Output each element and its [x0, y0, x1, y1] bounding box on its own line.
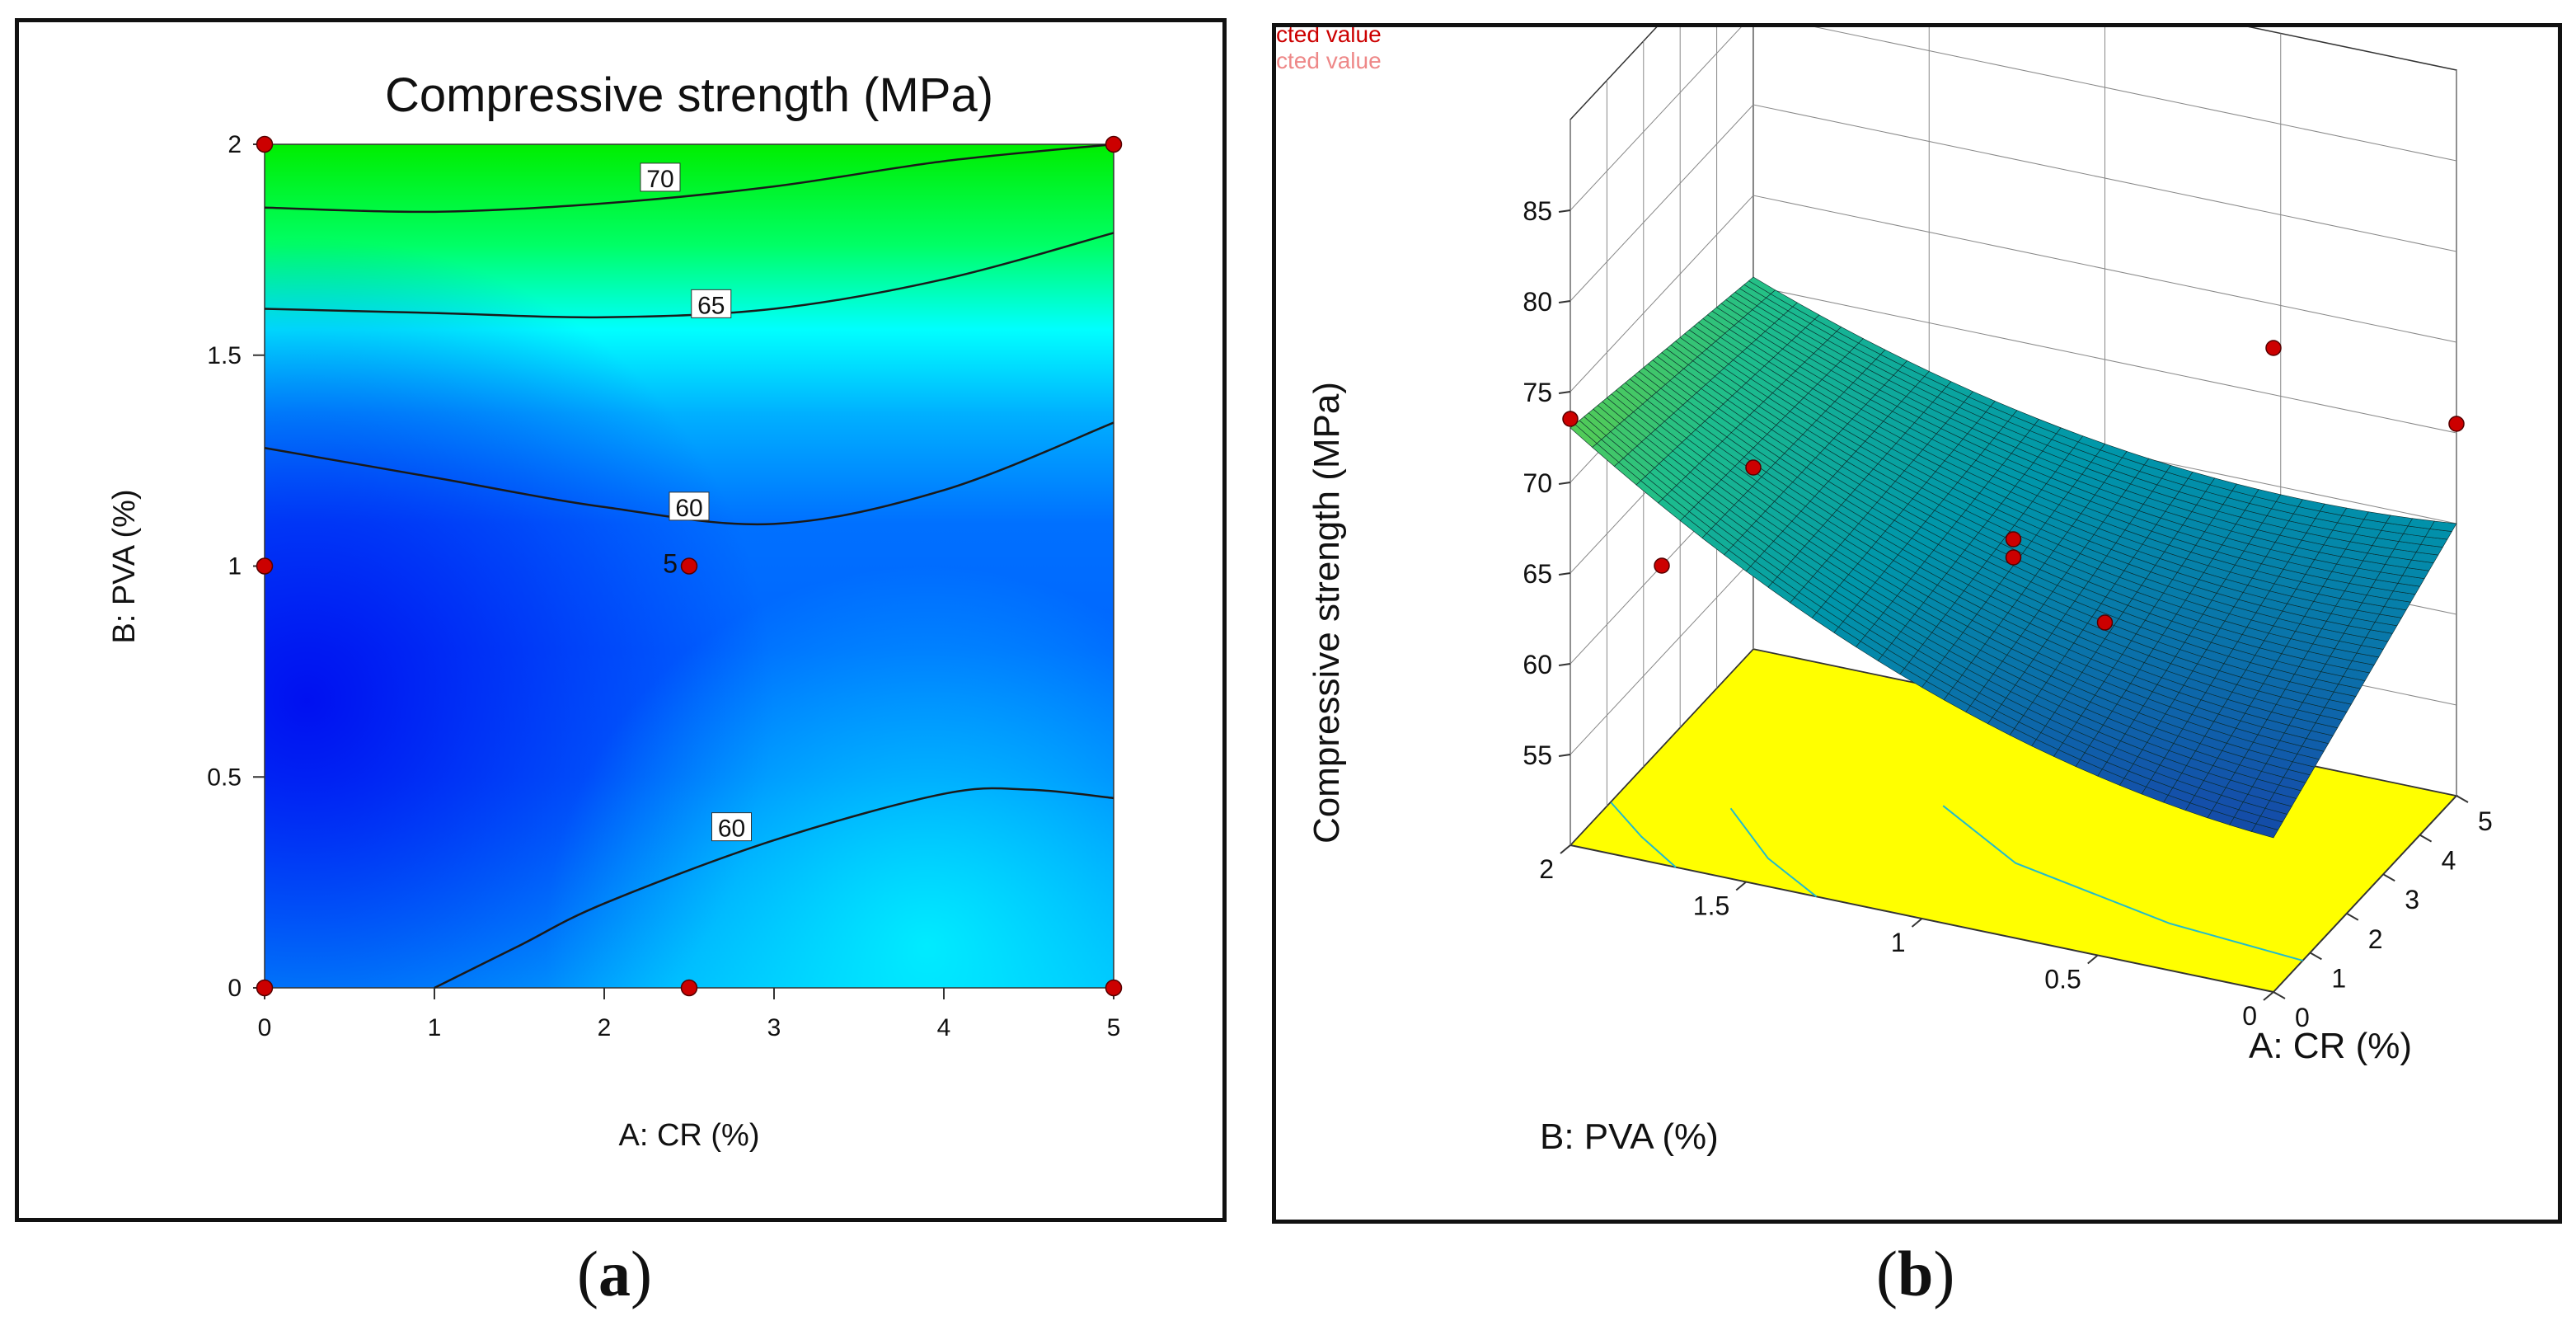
design-point [2265, 340, 2282, 356]
design-point [1745, 459, 1762, 476]
grid-line [1570, 195, 2457, 393]
x-tick-label: 3 [767, 1014, 781, 1041]
y-axis-label: B: PVA (%) [107, 489, 142, 643]
design-point [256, 979, 274, 997]
y-tick [2087, 954, 2099, 965]
x-tick-label: 5 [1107, 1014, 1121, 1041]
x-tick-label: 0 [258, 1014, 272, 1041]
contour-plot-panel: 70 65 60 60 0 1 2 3 4 5 0 0.5 1 1.5 2 5 Compressive … [15, 18, 1227, 1222]
contour-label-box [711, 812, 752, 842]
grid-line [1570, 27, 2457, 211]
y-tick-label: 0.5 [207, 764, 242, 791]
design-point-label: 5 [663, 549, 678, 579]
x-tick-label: 4 [937, 1014, 951, 1041]
z-tick-label: 55 [1523, 740, 1552, 770]
design-point [2096, 614, 2114, 631]
x-tick [2309, 952, 2322, 961]
y-tick-label: 0 [228, 975, 242, 1002]
z-tick-label: 65 [1523, 559, 1552, 589]
contour-line [264, 232, 1114, 319]
y-tick [1911, 918, 1923, 928]
y-tick [1560, 844, 1571, 854]
design-point [1562, 411, 1579, 427]
x-tick [2456, 795, 2469, 803]
legend-entry: cted value [1276, 27, 1382, 47]
z-tick [1558, 663, 1571, 666]
design-point [1654, 557, 1670, 574]
floor-contour [1610, 801, 1677, 868]
design-point [2005, 549, 2022, 566]
x-tick [2346, 912, 2359, 921]
y-tick [1735, 881, 1747, 891]
caption-letter: a [598, 1238, 631, 1309]
chart-title: Compressive strength (MPa) [385, 68, 993, 122]
design-point [2005, 531, 2022, 548]
z-tick [1558, 209, 1571, 213]
y-tick-label: 2 [228, 131, 242, 158]
contour-label: 60 [718, 816, 745, 843]
design-point [680, 979, 698, 997]
y-tick-label: 1 [1891, 928, 1906, 957]
z-tick-label: 70 [1523, 468, 1552, 498]
x-tick-label: 2 [2368, 924, 2383, 954]
surface-plot-panel: 0 1 2 3 4 5 0 0.5 1 1.5 2 55 60 65 70 75 80 85 cted value… [1272, 23, 2562, 1224]
x-tick [2382, 873, 2395, 882]
z-tick-label: 85 [1523, 196, 1552, 226]
design-point [256, 135, 274, 153]
legend-entry: cted value [1276, 48, 1382, 73]
grid-line [1570, 104, 2457, 302]
caption-letter: b [1897, 1238, 1934, 1309]
z-tick-label: 60 [1523, 650, 1552, 679]
contour-line [264, 143, 1114, 214]
contour-plot: 70 65 60 60 0 1 2 3 4 5 0 0.5 1 1.5 2 5 Compressive … [107, 68, 1123, 1153]
x-tick-label: 1 [2331, 963, 2346, 993]
contour-label: 60 [675, 495, 702, 522]
y-tick-label: 1 [228, 553, 242, 581]
z-tick-label: 75 [1523, 378, 1552, 407]
z-tick [1558, 754, 1571, 757]
x-tick-label: 4 [2442, 846, 2456, 876]
x-axis-label: A: CR (%) [619, 1118, 760, 1153]
caption-b: (b) [1876, 1238, 1955, 1309]
y-tick-label: 1.5 [1693, 891, 1729, 921]
design-point [2448, 416, 2465, 432]
z-tick [1558, 572, 1571, 576]
contour-label: 70 [646, 166, 673, 193]
design-point [680, 557, 698, 575]
design-point [1105, 135, 1123, 153]
z-tick-label: 80 [1523, 287, 1552, 317]
floor-contour [1729, 807, 1818, 898]
y-tick [2263, 991, 2274, 1001]
x-tick-label: 0 [2295, 1003, 2310, 1032]
design-point [1105, 979, 1123, 997]
x-tick-label: 3 [2405, 885, 2419, 914]
caption-a: (a) [577, 1238, 652, 1309]
y-tick-label: 1.5 [207, 342, 242, 369]
x-tick-label: 1 [428, 1014, 442, 1041]
y-tick-label: 2 [1539, 854, 1554, 884]
x-axis-label: A: CR (%) [2249, 1026, 2412, 1066]
contour-label-box [640, 162, 681, 192]
y-axis-label: B: PVA (%) [1540, 1116, 1719, 1157]
contour-label-box [669, 491, 710, 521]
contour-label: 65 [697, 292, 725, 319]
x-tick-label: 2 [598, 1014, 612, 1041]
x-tick-label: 5 [2478, 806, 2493, 836]
surface-patch [2429, 520, 2457, 532]
x-tick [2273, 991, 2286, 999]
design-point [256, 557, 274, 575]
contour-label-box [691, 289, 732, 318]
z-tick [1558, 482, 1571, 485]
contour-line [434, 787, 1114, 989]
z-tick [1558, 300, 1571, 303]
z-tick [1558, 391, 1571, 394]
y-tick-label: 0 [2242, 1001, 2257, 1031]
x-tick [2419, 834, 2433, 843]
y-tick-label: 0.5 [2044, 965, 2081, 994]
z-axis-label: Compressive strength (MPa) [1307, 382, 1347, 844]
floor-contour [1942, 805, 2303, 961]
